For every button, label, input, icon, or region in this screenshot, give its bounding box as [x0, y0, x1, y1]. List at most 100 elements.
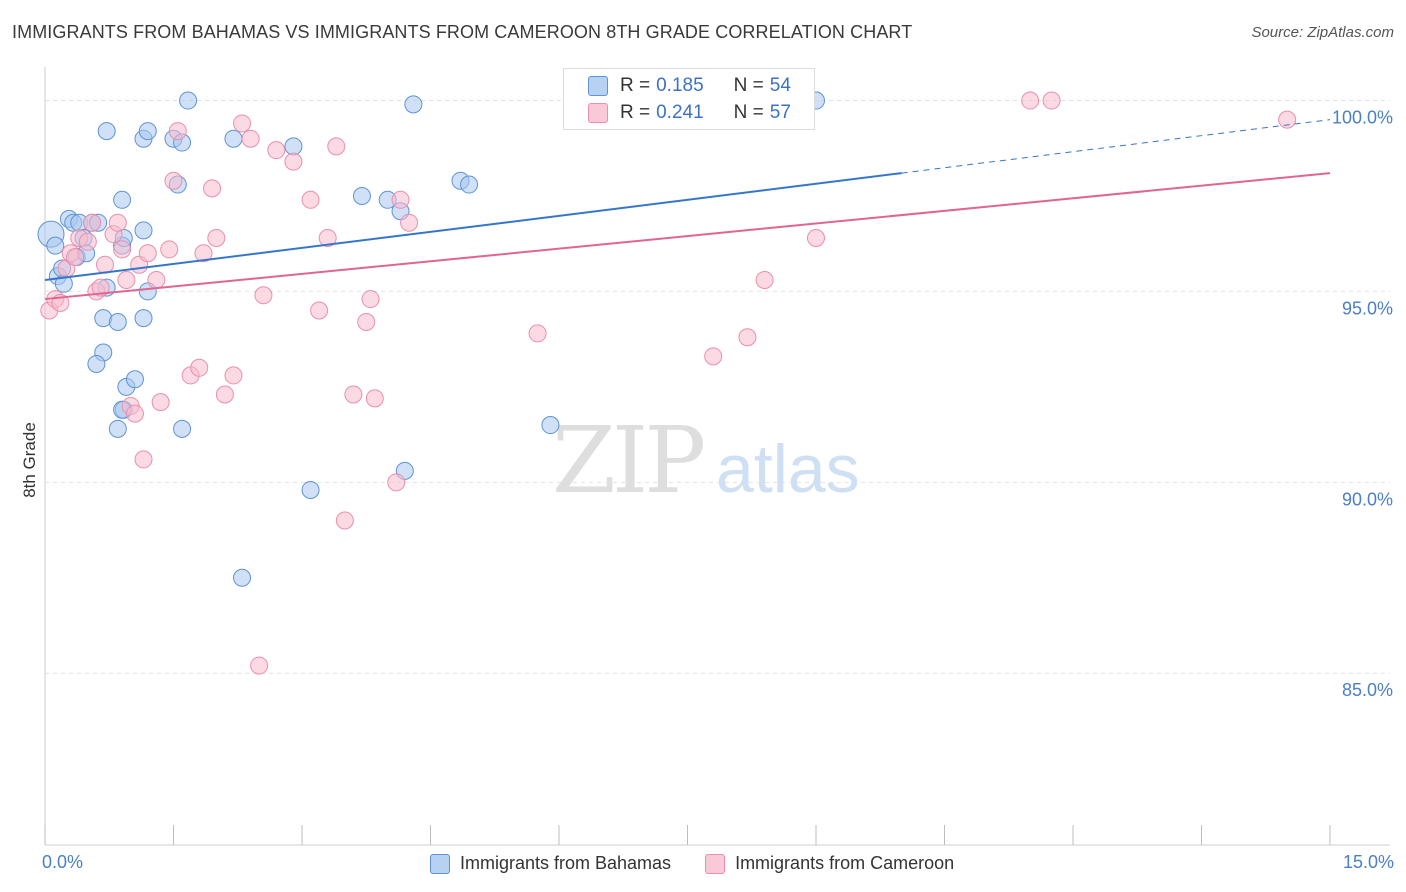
cameroon-trend-line: [44, 172, 1331, 301]
cameroon-swatch: [588, 103, 608, 123]
bahamas-point: [97, 122, 116, 141]
cameroon-point: [361, 290, 380, 309]
cameroon-point: [344, 385, 363, 404]
cameroon-point: [807, 228, 825, 247]
cameroon-point: [224, 366, 243, 385]
cameroon-point: [391, 190, 410, 209]
cameroon-point: [203, 179, 222, 198]
cameroon-point: [134, 450, 153, 469]
stat-n-value: 54: [769, 75, 791, 96]
cameroon-point: [91, 278, 110, 297]
bahamas-point: [138, 122, 157, 141]
cameroon-point: [1278, 110, 1297, 129]
cameroon-point: [207, 228, 226, 247]
bahamas-point: [87, 354, 106, 373]
stat-r-value: 0.241: [656, 102, 704, 123]
stat-n-label: N =: [733, 75, 764, 96]
y-tick-label: 85.0%: [1342, 680, 1393, 700]
bahamas-point: [113, 190, 132, 209]
cameroon-point: [151, 393, 170, 412]
stat-r-value: 0.185: [656, 75, 704, 96]
bahamas-point: [404, 95, 423, 114]
stat-r-label: R =: [620, 102, 651, 123]
stats-row-bahamas: R = 0.185 N = 54: [588, 74, 791, 98]
bahamas-point: [134, 221, 153, 240]
stats-row-cameroon: R = 0.241 N = 57: [588, 101, 791, 125]
cameroon-legend-swatch: [705, 853, 726, 874]
cameroon-point: [160, 240, 179, 259]
stats-legend: R = 0.185 N = 54 R = 0.241 N = 57: [563, 68, 815, 130]
cameroon-point: [65, 248, 84, 267]
bahamas-point: [125, 370, 144, 389]
cameroon-point: [387, 473, 406, 492]
cameroon-point: [190, 358, 209, 377]
cameroon-point: [108, 213, 127, 232]
source-label: Source: ZipAtlas.com: [1251, 24, 1394, 41]
cameroon-point: [365, 389, 384, 408]
bahamas-point: [108, 419, 127, 438]
cameroon-point: [704, 347, 723, 366]
bahamas-swatch: [588, 76, 608, 96]
bahamas-point: [301, 480, 320, 499]
watermark-zip: ZIP: [552, 407, 703, 514]
cameroon-point: [164, 171, 183, 190]
legend-label-bahamas: Immigrants from Bahamas: [460, 853, 672, 873]
bahamas-point: [134, 309, 153, 328]
stat-n-label: N =: [733, 102, 764, 123]
cameroon-point: [357, 312, 376, 331]
x-tick-label-min: 0.0%: [42, 852, 84, 872]
bahamas-point: [233, 568, 252, 587]
cameroon-point: [241, 129, 260, 148]
bahamas-legend-swatch: [430, 853, 450, 874]
cameroon-point: [301, 190, 320, 209]
cameroon-point: [95, 255, 114, 274]
cameroon-point: [125, 404, 144, 423]
cameroon-point: [138, 244, 157, 263]
bahamas-point: [541, 416, 560, 435]
x-tick-label-max: 15.0%: [1342, 852, 1394, 872]
y-tick-label: 95.0%: [1342, 298, 1393, 318]
cameroon-point: [194, 244, 213, 263]
bahamas-point: [173, 419, 192, 438]
cameroon-point: [284, 152, 303, 171]
cameroon-point: [147, 270, 166, 289]
cameroon-point: [113, 240, 132, 259]
legend-item-bahamas[interactable]: Immigrants from Bahamas: [430, 853, 671, 874]
bahamas-point: [46, 236, 65, 255]
y-tick-label: 90.0%: [1342, 489, 1393, 509]
cameroon-point: [83, 213, 102, 232]
cameroon-point: [400, 213, 419, 232]
cameroon-point: [327, 137, 346, 156]
legend-label-cameroon: Immigrants from Cameroon: [735, 853, 955, 873]
watermark-atlas: atlas: [716, 431, 860, 507]
cameroon-point: [1021, 91, 1040, 110]
cameroon-point: [1042, 91, 1061, 110]
stat-r-label: R =: [620, 75, 651, 96]
bahamas-point: [352, 186, 371, 205]
bahamas-point: [460, 175, 479, 194]
bahamas-trend-line: [44, 172, 902, 281]
cameroon-point: [250, 656, 269, 675]
cameroon-point: [254, 286, 273, 305]
bahamas-point: [284, 137, 303, 156]
cameroon-point: [233, 114, 252, 133]
legend-item-cameroon[interactable]: Immigrants from Cameroon: [705, 853, 954, 874]
cameroon-point: [755, 270, 774, 289]
y-axis-label: 8th Grade: [20, 422, 39, 498]
bahamas-point: [108, 312, 127, 331]
cameroon-point: [310, 301, 329, 320]
bahamas-point: [179, 91, 198, 110]
bahamas-point: [224, 129, 243, 148]
cameroon-point: [267, 141, 286, 160]
series-legend: Immigrants from Bahamas Immigrants from …: [430, 853, 988, 874]
cameroon-point: [168, 122, 187, 141]
cameroon-point: [318, 228, 337, 247]
cameroon-point: [215, 385, 234, 404]
y-tick-label: 100.0%: [1332, 108, 1393, 128]
cameroon-point: [78, 232, 97, 251]
cameroon-point: [335, 511, 354, 530]
bahamas-trend-line-extension: [901, 119, 1331, 174]
stat-n-value: 57: [769, 102, 791, 123]
cameroon-point: [738, 328, 757, 347]
